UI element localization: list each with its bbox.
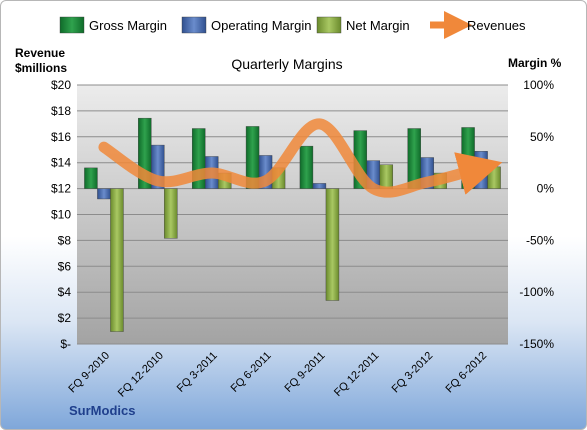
left-axis-label-line1: Revenue <box>15 46 65 60</box>
x-tick-label: FQ 6-2011 <box>229 350 274 395</box>
x-tick-label: FQ 6-2012 <box>444 350 490 396</box>
revenue-line <box>98 118 503 198</box>
left-tick-label: $4 <box>58 285 72 299</box>
x-tick-label: FQ 9-2010 <box>66 350 112 396</box>
legend-label: Gross Margin <box>89 18 167 33</box>
bar-net-margin <box>379 164 394 189</box>
legend: Gross Margin Operating Margin Net Margin Re… <box>59 11 526 39</box>
chart-title: Quarterly Margins <box>231 56 342 72</box>
left-tick-label: $10 <box>51 208 71 222</box>
left-axis-ticks: $20 $18 $16 $14 $12 $10 $8 $6 $4 $2 $- <box>51 78 71 351</box>
left-tick-label: $- <box>60 337 71 351</box>
brand-label: SurModics <box>69 403 136 418</box>
left-tick-label: $20 <box>51 78 71 92</box>
legend-label: Revenues <box>467 18 526 33</box>
right-axis-ticks: 100% 50% 0% -50% -100% -150% <box>519 78 554 351</box>
bar-net-margin <box>110 188 124 332</box>
x-tick-label: FQ 12-2011 <box>332 350 381 399</box>
right-tick-label: -150% <box>519 337 554 351</box>
legend-swatch <box>181 16 207 34</box>
right-tick-label: 100% <box>523 78 554 92</box>
left-tick-label: $18 <box>51 104 71 118</box>
bar-operating-margin <box>312 183 327 189</box>
bar-gross-margin <box>84 167 98 189</box>
legend-label: Net Margin <box>346 18 410 33</box>
bar-gross-margin <box>461 127 475 189</box>
bar-net-margin <box>164 188 178 239</box>
bar-operating-margin <box>97 188 111 200</box>
legend-label: Operating Margin <box>211 18 311 33</box>
bar-net-margin <box>325 188 340 301</box>
left-axis-label-line2: $millions <box>15 61 67 75</box>
x-tick-label: FQ 12-2010 <box>116 350 166 400</box>
right-axis-label: Margin % <box>508 56 562 70</box>
left-tick-label: $2 <box>58 311 72 325</box>
x-tick-label: FQ 3-2011 <box>175 350 220 395</box>
legend-swatch <box>316 16 342 34</box>
legend-swatch <box>59 16 85 34</box>
gridlines <box>77 84 508 345</box>
x-tick-label: FQ 9-2011 <box>282 350 327 395</box>
left-tick-label: $16 <box>51 130 71 144</box>
left-tick-label: $12 <box>51 182 71 196</box>
x-axis-ticks: FQ 9-2010 FQ 12-2010 FQ 3-2011 FQ 6-2011 FQ … <box>66 350 489 400</box>
right-tick-label: -100% <box>519 285 554 299</box>
right-tick-label: 0% <box>537 182 555 196</box>
left-tick-label: $8 <box>58 233 72 247</box>
left-tick-label: $14 <box>51 156 71 170</box>
right-tick-label: 50% <box>530 130 554 144</box>
right-tick-label: -50% <box>526 233 554 247</box>
x-tick-label: FQ 3-2012 <box>390 350 436 396</box>
bar-net-margin <box>487 166 501 189</box>
bar-gross-margin <box>299 145 314 189</box>
left-tick-label: $6 <box>58 259 72 273</box>
revenue-line-path <box>98 118 503 198</box>
